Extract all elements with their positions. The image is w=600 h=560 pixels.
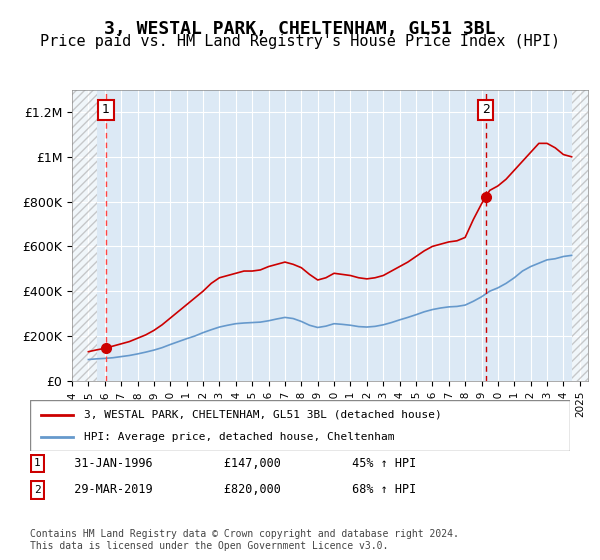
- Bar: [72, 90, 97, 381]
- Text: 2: 2: [482, 104, 490, 116]
- Text: Price paid vs. HM Land Registry's House Price Index (HPI): Price paid vs. HM Land Registry's House …: [40, 34, 560, 49]
- Text: 3, WESTAL PARK, CHELTENHAM, GL51 3BL: 3, WESTAL PARK, CHELTENHAM, GL51 3BL: [104, 20, 496, 38]
- FancyBboxPatch shape: [30, 400, 570, 451]
- FancyBboxPatch shape: [31, 455, 44, 472]
- Text: 29-MAR-2019          £820,000          68% ↑ HPI: 29-MAR-2019 £820,000 68% ↑ HPI: [60, 483, 416, 496]
- Text: 3, WESTAL PARK, CHELTENHAM, GL51 3BL (detached house): 3, WESTAL PARK, CHELTENHAM, GL51 3BL (de…: [84, 409, 442, 419]
- Text: 31-JAN-1996          £147,000          45% ↑ HPI: 31-JAN-1996 £147,000 45% ↑ HPI: [60, 456, 416, 470]
- Text: 1: 1: [102, 104, 110, 116]
- FancyBboxPatch shape: [31, 481, 44, 498]
- Text: Contains HM Land Registry data © Crown copyright and database right 2024.
This d: Contains HM Land Registry data © Crown c…: [30, 529, 459, 551]
- Text: 1: 1: [34, 459, 41, 468]
- Text: HPI: Average price, detached house, Cheltenham: HPI: Average price, detached house, Chel…: [84, 432, 395, 442]
- Text: 2: 2: [34, 485, 41, 494]
- Bar: [572, 90, 588, 381]
